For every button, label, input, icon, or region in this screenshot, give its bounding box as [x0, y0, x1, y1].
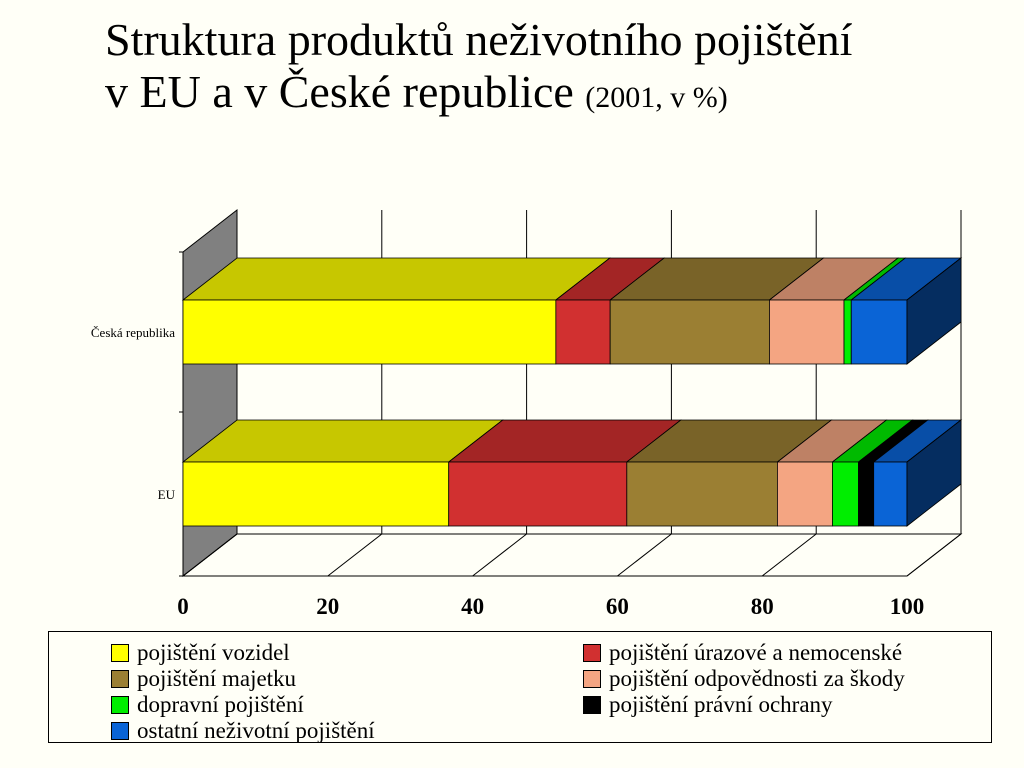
legend: pojištění vozidel pojištění úrazové a nem… — [48, 631, 992, 743]
legend-label: pojištění právní ochrany — [609, 692, 833, 717]
bar-segment — [769, 299, 845, 365]
floor — [181, 533, 963, 577]
legend-swatch — [111, 722, 129, 740]
category-label: EU — [158, 487, 176, 502]
floor-gridline — [761, 533, 817, 577]
title-line-1: Struktura produktů neživotního pojištění — [105, 14, 853, 65]
chart-subtitle: (2001, v %) — [585, 81, 728, 114]
legend-item: ostatní neživotní pojištění — [111, 718, 375, 744]
legend-swatch — [111, 696, 129, 714]
bar-segment — [843, 299, 852, 365]
legend-label: ostatní neživotní pojištění — [137, 718, 375, 743]
legend-item: pojištění úrazové a nemocenské — [583, 640, 902, 666]
legend-label: pojištění úrazové a nemocenské — [609, 640, 903, 665]
legend-item: pojištění odpovědnosti za škody — [583, 666, 905, 692]
legend-swatch — [111, 644, 129, 662]
legend-item: pojištění právní ochrany — [583, 692, 833, 718]
bar-segment — [448, 461, 628, 527]
bar-segment — [850, 299, 908, 365]
title-line-2: v EU a v České republice (2001, v %) — [105, 66, 852, 124]
bar-segment-top — [181, 419, 504, 463]
legend-label: pojištění majetku — [137, 666, 297, 691]
x-tick-label: 60 — [606, 594, 629, 619]
bar-segment — [832, 461, 859, 527]
bar-segment — [858, 461, 875, 527]
legend-label: pojištění vozidel — [137, 640, 290, 665]
x-tick-label: 80 — [751, 594, 774, 619]
bar-segment — [626, 461, 778, 527]
legend-swatch — [111, 670, 129, 688]
bar-segment — [555, 299, 611, 365]
bar-segment — [609, 299, 770, 365]
legend-swatch — [583, 670, 601, 688]
legend-item: pojištění majetku — [111, 666, 296, 692]
legend-label: dopravní pojištění — [137, 692, 304, 717]
floor-gridline — [327, 533, 383, 577]
category-label: Česká republika — [91, 325, 175, 340]
bar-segment — [182, 461, 450, 527]
bar-end-face — [906, 257, 962, 365]
bar-end-face — [906, 419, 962, 527]
x-tick-label: 0 — [177, 594, 189, 619]
floor-gridline — [182, 533, 238, 577]
legend-item: dopravní pojištění — [111, 692, 304, 718]
floor-gridline — [472, 533, 527, 577]
x-tick-label: 20 — [316, 594, 339, 619]
legend-swatch — [583, 644, 601, 662]
title-line-2-text: v EU a v České republice — [105, 66, 574, 117]
legend-item: pojištění vozidel — [111, 640, 290, 666]
x-tick-label: 100 — [890, 594, 925, 619]
bar-segment — [777, 461, 833, 527]
floor-gridline — [906, 533, 962, 577]
legend-label: pojištění odpovědnosti za škody — [609, 666, 905, 691]
bar-segment-top — [181, 257, 612, 301]
floor-gridline — [617, 533, 672, 577]
chart-area: 0 20 40 60 80 100 Česká republika EU — [91, 208, 963, 619]
bar-segment — [182, 299, 557, 365]
bar-segment — [873, 461, 908, 527]
x-tick-label: 40 — [461, 594, 484, 619]
legend-swatch — [583, 696, 601, 714]
chart-title: Struktura produktů neživotního pojištění… — [105, 14, 852, 124]
